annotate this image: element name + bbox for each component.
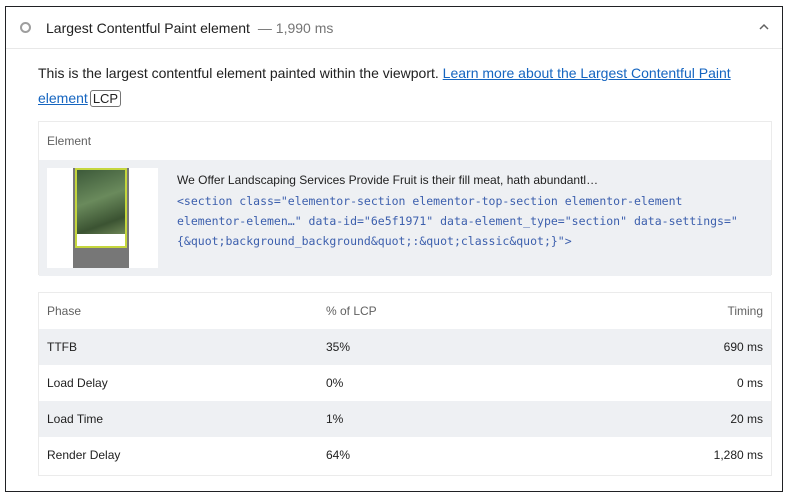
audit-title: Largest Contentful Paint element: [46, 19, 250, 36]
code-line: {&quot;background_background&quot;:&quot…: [177, 234, 572, 248]
percent: 1%: [326, 412, 344, 426]
phase: Load Time: [47, 412, 104, 426]
element-snippet: We Offer Landscaping Services Provide Fr…: [177, 173, 599, 187]
table-row: Load Delay 0% 0 ms: [39, 365, 771, 401]
lcp-badge: LCP: [89, 90, 122, 107]
phase: Load Delay: [47, 376, 108, 390]
header-percent: % of LCP: [326, 304, 377, 318]
timing: 0 ms: [736, 376, 763, 390]
lcp-audit-card: Largest Contentful Paint element — 1,990…: [5, 6, 783, 492]
audit-description: This is the largest contentful element p…: [38, 61, 758, 111]
description-text: This is the largest contentful element p…: [38, 65, 443, 81]
table-row: Load Time 1% 20 ms: [39, 401, 771, 437]
table-header: Phase % of LCP Timing: [39, 293, 771, 329]
audit-value: — 1,990 ms: [257, 19, 334, 36]
element-header: Element: [47, 134, 92, 148]
element-row: We Offer Landscaping Services Provide Fr…: [39, 160, 771, 276]
table-row: TTFB 35% 690 ms: [39, 329, 771, 365]
audit-header[interactable]: Largest Contentful Paint element — 1,990…: [6, 7, 782, 49]
table-row: Render Delay 64% 1,280 ms: [39, 437, 771, 473]
timing: 1,280 ms: [713, 448, 763, 462]
learn-more-link[interactable]: Learn more about the Largest Contentful …: [38, 65, 731, 106]
code-line: <section class="elementor-section elemen…: [177, 194, 683, 208]
phase-table: Phase % of LCP Timing TTFB 35% 690 ms Load…: [38, 292, 772, 476]
header-timing: Timing: [727, 304, 763, 318]
phase: TTFB: [47, 340, 77, 354]
circle-icon: [20, 22, 31, 33]
percent: 64%: [326, 448, 351, 462]
element-code[interactable]: <section class="elementor-section elemen…: [177, 191, 738, 251]
chevron-up-icon[interactable]: [758, 21, 770, 33]
element-table: Element We Offer Landscaping Services Pr…: [38, 121, 772, 276]
percent: 0%: [326, 376, 344, 390]
timing: 690 ms: [723, 340, 763, 354]
element-thumbnail: [47, 168, 158, 268]
phase: Render Delay: [47, 448, 121, 462]
code-line: elementor-elemen…" data-id="6e5f1971" da…: [177, 214, 738, 228]
percent: 35%: [326, 340, 351, 354]
timing: 20 ms: [730, 412, 763, 426]
header-phase: Phase: [47, 304, 82, 318]
